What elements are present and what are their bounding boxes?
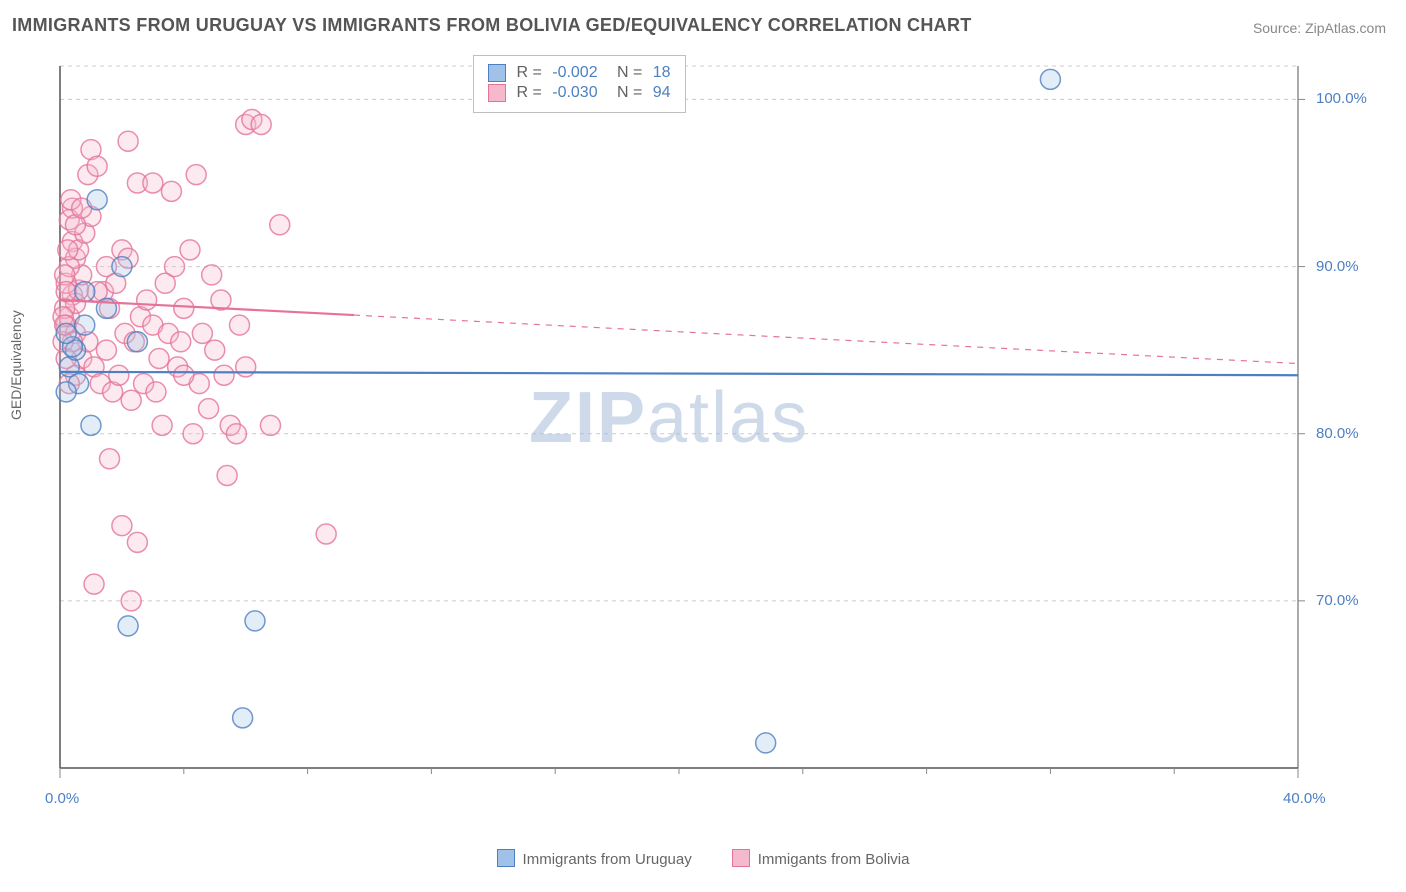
legend-r-label: R = — [512, 64, 546, 82]
legend-r-value: -0.030 — [552, 84, 597, 102]
legend-item-bolivia: Immigants from Bolivia — [732, 849, 910, 868]
correlation-legend-row: R = -0.030 N = 94 — [488, 84, 671, 102]
source-name: ZipAtlas.com — [1305, 20, 1386, 36]
series-legend: Immigrants from Uruguay Immigants from B… — [0, 849, 1406, 868]
y-tick-label: 70.0% — [1316, 592, 1359, 609]
legend-swatch-bolivia — [732, 849, 750, 867]
legend-r-value: -0.002 — [552, 64, 597, 82]
legend-n-label: N = — [604, 84, 647, 102]
legend-r-label: R = — [512, 84, 546, 102]
legend-swatch — [488, 64, 506, 82]
legend-label-bolivia: Immigants from Bolivia — [758, 851, 910, 868]
legend-swatch — [488, 84, 506, 102]
y-axis-label: GED/Equivalency — [8, 310, 24, 420]
y-tick-label: 90.0% — [1316, 258, 1359, 275]
correlation-legend-row: R = -0.002 N = 18 — [488, 64, 671, 82]
legend-swatch-uruguay — [497, 849, 515, 867]
legend-n-label: N = — [604, 64, 647, 82]
chart-container: IMMIGRANTS FROM URUGUAY VS IMMIGRANTS FR… — [0, 0, 1406, 892]
plot-area — [48, 48, 1338, 808]
legend-n-value: 18 — [653, 64, 671, 82]
y-tick-label: 100.0% — [1316, 90, 1367, 107]
y-tick-label: 80.0% — [1316, 425, 1359, 442]
x-tick-label: 0.0% — [45, 790, 79, 807]
x-tick-label: 40.0% — [1283, 790, 1326, 807]
legend-n-value: 94 — [653, 84, 671, 102]
chart-title: IMMIGRANTS FROM URUGUAY VS IMMIGRANTS FR… — [12, 15, 972, 36]
correlation-legend: R = -0.002 N = 18 R = -0.030 N = 94 — [473, 55, 686, 113]
source-attribution: Source: ZipAtlas.com — [1253, 20, 1386, 36]
source-label: Source: — [1253, 20, 1301, 36]
legend-item-uruguay: Immigrants from Uruguay — [497, 849, 692, 868]
legend-label-uruguay: Immigrants from Uruguay — [523, 851, 692, 868]
chart-svg — [48, 48, 1338, 808]
